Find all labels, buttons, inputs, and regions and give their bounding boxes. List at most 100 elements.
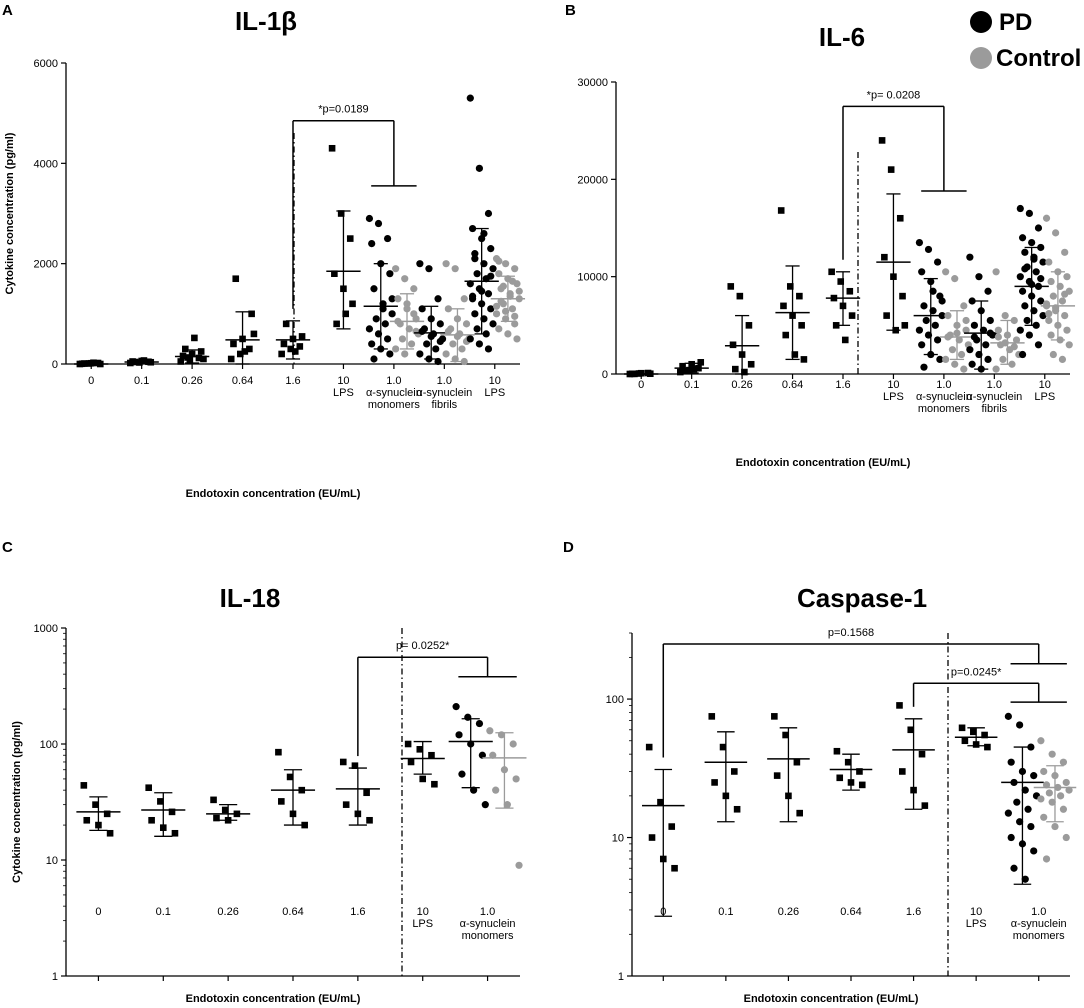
data-point [793, 758, 801, 766]
y-tick-label: 1 [52, 971, 58, 983]
x-tick-label: 1.0 [386, 375, 401, 387]
data-point [881, 253, 888, 261]
legend-marker-pd [970, 11, 992, 33]
data-point [195, 354, 203, 362]
data-point [994, 326, 1002, 334]
x-tick-label: 1.0 [1031, 906, 1046, 918]
data-point [918, 750, 926, 758]
data-point [1045, 310, 1053, 318]
data-point [388, 295, 396, 303]
data-point [509, 740, 517, 748]
y-tick-label: 0 [602, 369, 608, 381]
data-point [398, 335, 407, 343]
data-point [213, 814, 220, 822]
data-point [515, 287, 523, 295]
data-point [275, 748, 282, 756]
data-point [1049, 350, 1057, 359]
data-point [368, 340, 376, 348]
data-point [1037, 275, 1045, 283]
data-point [858, 781, 866, 789]
data-point [191, 334, 198, 342]
data-point [145, 784, 152, 792]
data-point [508, 305, 517, 313]
data-point [896, 702, 903, 709]
data-point [736, 292, 744, 300]
x-tick-sublabel: α-synuclein [916, 391, 972, 403]
data-point [962, 316, 970, 325]
data-point [915, 326, 924, 334]
x-tick-sublabel: monomers [1013, 930, 1065, 942]
data-point [248, 310, 255, 318]
data-point [1034, 224, 1043, 232]
data-point [221, 806, 229, 814]
data-point [918, 341, 926, 349]
data-point [957, 350, 966, 359]
data-point [368, 240, 376, 248]
data-point [1042, 855, 1051, 863]
data-point [365, 214, 374, 223]
data-point [148, 816, 155, 824]
data-point [473, 325, 481, 333]
data-point [668, 823, 676, 830]
data-point [458, 770, 466, 778]
data-point [372, 315, 380, 323]
data-point [1016, 273, 1024, 281]
data-point [434, 295, 442, 303]
data-point [999, 355, 1007, 363]
y-tick-label: 0 [52, 359, 58, 371]
data-point [1007, 758, 1015, 766]
data-point [182, 345, 189, 353]
data-point [1010, 864, 1018, 872]
data-point [1021, 786, 1029, 794]
data-point [1037, 297, 1045, 305]
data-point [1039, 258, 1047, 266]
data-point [1032, 268, 1040, 276]
x-tick-sublabel: α-synuclein [966, 391, 1022, 403]
data-point [1040, 813, 1048, 821]
data-point [349, 300, 356, 308]
data-point [184, 354, 191, 361]
data-point [901, 322, 909, 329]
data-point [1028, 239, 1036, 247]
x-tick-sublabel: monomers [462, 930, 514, 942]
data-point [298, 333, 306, 340]
x-tick-label: 1.0 [480, 906, 495, 918]
data-point [328, 144, 336, 152]
data-point [416, 746, 424, 753]
panel-letter: B [565, 2, 576, 19]
x-tick-label: 0.26 [217, 906, 238, 918]
x-tick-label: 10 [887, 379, 899, 391]
data-point [960, 365, 968, 373]
data-point [103, 810, 111, 818]
data-point [492, 302, 501, 310]
y-axis-title: Cytokine concentration (pg/ml) [4, 132, 16, 294]
data-point [741, 368, 748, 376]
data-point [1051, 822, 1059, 831]
data-point [878, 137, 886, 144]
data-point [1037, 243, 1045, 252]
data-point [449, 340, 457, 348]
data-point [365, 325, 374, 333]
data-point [1001, 312, 1009, 320]
data-point [177, 358, 185, 365]
data-point [487, 245, 495, 253]
data-point [1042, 214, 1051, 222]
data-point [981, 731, 988, 739]
data-point [800, 356, 808, 363]
data-point [282, 320, 290, 328]
data-point [1049, 292, 1057, 300]
data-point [899, 292, 906, 300]
data-point [470, 786, 478, 794]
data-point [942, 355, 950, 363]
data-point [1063, 273, 1071, 281]
panel-title: IL-1β [235, 6, 297, 36]
data-point [933, 258, 942, 266]
data-point [462, 320, 471, 328]
data-point [383, 335, 392, 343]
data-point [1037, 737, 1045, 745]
data-point [363, 789, 370, 797]
data-point [487, 272, 495, 280]
data-point [637, 369, 645, 377]
data-point [386, 270, 394, 278]
